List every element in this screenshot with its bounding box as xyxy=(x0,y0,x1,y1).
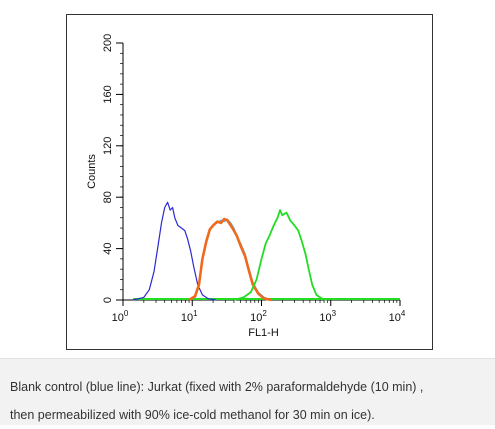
y-tick-label: 40 xyxy=(102,242,114,254)
x-axis-label: FL1-H xyxy=(248,327,279,339)
histogram-series-1 xyxy=(132,201,217,301)
x-tick-label: 100 xyxy=(112,309,129,324)
flow-histogram-chart: 0 40 80 120 160 200 100 101 102 103 104 FL1-H Counts xyxy=(86,34,406,339)
caption-line-1: Blank control (blue line): Jurkat (fixed… xyxy=(10,380,424,394)
y-tick-label: 120 xyxy=(102,137,114,155)
y-tick-label: 80 xyxy=(102,191,114,203)
x-tick-label: 101 xyxy=(181,309,198,324)
caption-line-2: then permeabilized with 90% ice-cold met… xyxy=(10,408,375,422)
y-tick-label: 160 xyxy=(102,85,114,103)
figure-panel: 0 40 80 120 160 200 100 101 102 103 104 FL1-H Counts xyxy=(66,14,433,350)
histogram-series-3 xyxy=(188,217,272,302)
x-tick-label: 102 xyxy=(250,309,267,324)
histogram-series-4 xyxy=(233,209,328,301)
y-tick-label: 200 xyxy=(102,34,114,52)
x-tick-label: 104 xyxy=(389,309,406,324)
y-axis-label: Counts xyxy=(86,154,98,189)
figure-caption: Blank control (blue line): Jurkat (fixed… xyxy=(0,358,495,425)
y-tick-label: 0 xyxy=(102,297,114,303)
x-tick-label: 103 xyxy=(319,309,336,324)
